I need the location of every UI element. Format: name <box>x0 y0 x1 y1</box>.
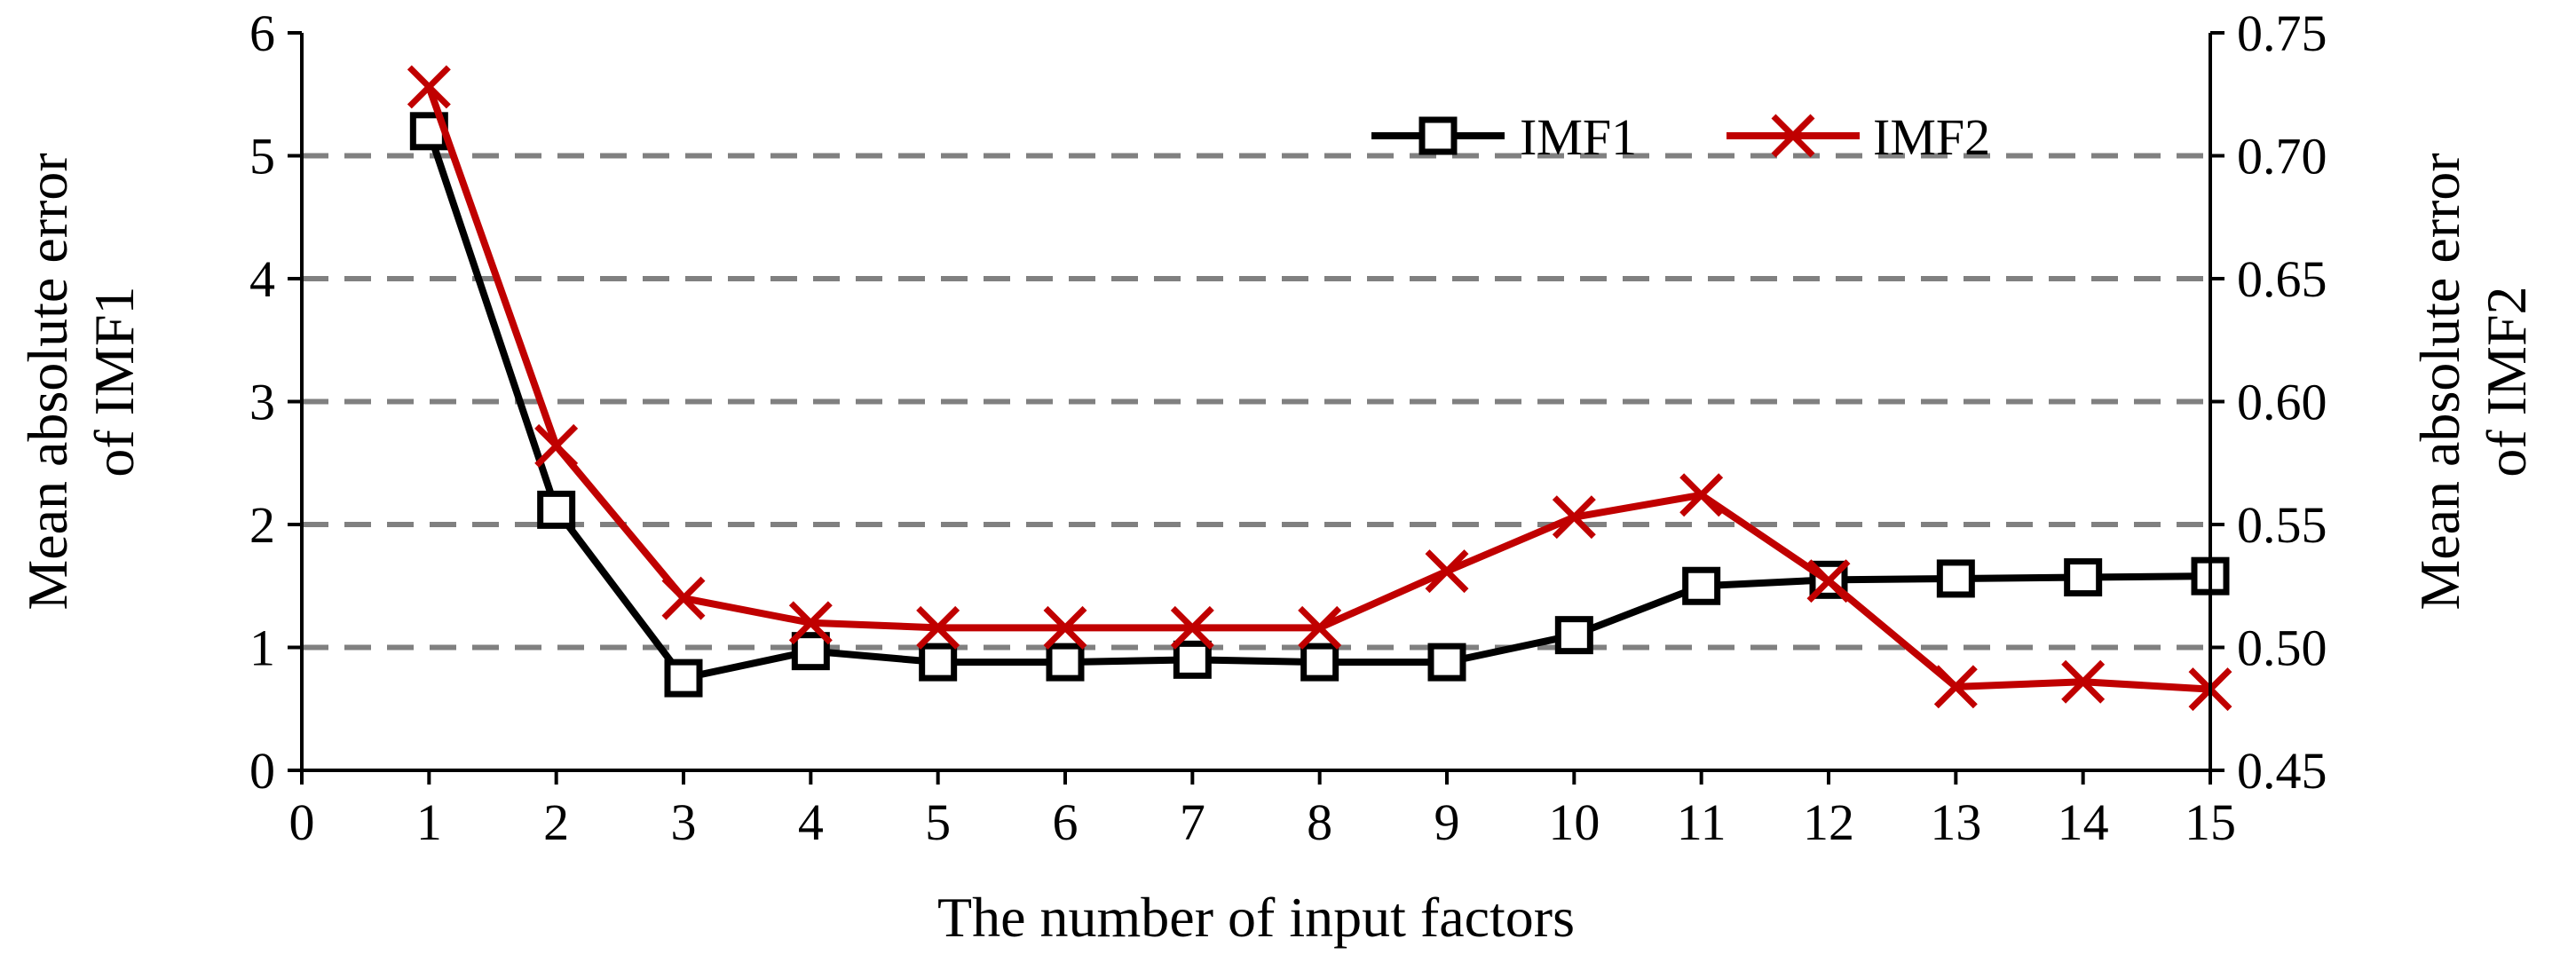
point-imf1-9 <box>1427 643 1466 682</box>
x-tick-label-10: 10 <box>1548 793 1600 851</box>
point-imf1-7 <box>1173 640 1212 679</box>
x-tick-label-0: 0 <box>289 793 315 851</box>
legend-imf1-marker <box>1418 116 1458 155</box>
x-tick-label-6: 6 <box>1053 793 1079 851</box>
x-tick-label-14: 14 <box>2058 793 2109 851</box>
x-tick-label-7: 7 <box>1180 793 1205 851</box>
x-tick-label-2: 2 <box>543 793 569 851</box>
legend-imf2-marker <box>1771 114 1815 158</box>
y-left-tick-label-3: 3 <box>249 374 275 431</box>
point-imf1-13 <box>1936 559 1975 598</box>
point-imf1-11 <box>1682 566 1721 605</box>
x-tick-label-4: 4 <box>798 793 824 851</box>
y-right-tick-label-1: 0.50 <box>2237 619 2327 677</box>
y-left-tick-label-0: 0 <box>249 742 275 800</box>
x-tick-label-9: 9 <box>1434 793 1460 851</box>
point-imf1-8 <box>1300 643 1339 682</box>
y-right-tick-label-0: 0.45 <box>2237 742 2327 800</box>
point-imf2-1 <box>407 65 451 109</box>
y-axis-left-title-line1: Mean absolute error <box>16 153 79 610</box>
point-imf1-5 <box>919 643 958 682</box>
point-imf1-6 <box>1046 643 1085 682</box>
point-imf1-14 <box>2064 558 2103 597</box>
legend-imf1-label: IMF1 <box>1520 108 1637 166</box>
legend-imf2-label: IMF2 <box>1873 108 1990 166</box>
point-imf2-7 <box>1170 605 1214 650</box>
point-imf2-2 <box>534 423 579 468</box>
point-imf1-4 <box>791 632 830 671</box>
y-right-tick-label-4: 0.65 <box>2237 250 2327 308</box>
point-imf2-8 <box>1298 605 1342 650</box>
axes <box>288 31 2224 785</box>
point-imf1-2 <box>537 490 576 529</box>
x-tick-label-3: 3 <box>671 793 697 851</box>
y-left-tick-label-4: 4 <box>249 250 275 308</box>
point-imf2-10 <box>1552 495 1596 540</box>
point-imf2-14 <box>2061 659 2106 704</box>
tick-labels: 0 1 2 3 4 5 6 7 8 9 10 11 12 13 14 1501234560.450.500.5… <box>249 4 2327 851</box>
x-tick-label-12: 12 <box>1803 793 1854 851</box>
y-left-tick-label-6: 6 <box>249 4 275 62</box>
point-imf2-3 <box>661 576 706 620</box>
series-line-imf2 <box>425 85 2211 693</box>
legend: IMF1 IMF2 <box>1371 108 1990 166</box>
y-left-tick-label-5: 5 <box>249 128 275 185</box>
y-right-tick-label-6: 0.75 <box>2237 4 2327 62</box>
series-layer <box>407 65 2232 712</box>
y-axis-right-title-line1: Mean absolute error <box>2408 153 2471 610</box>
x-tick-label-1: 1 <box>416 793 442 851</box>
x-tick-label-5: 5 <box>925 793 951 851</box>
point-imf2-6 <box>1043 605 1087 650</box>
y-left-tick-label-2: 2 <box>249 496 275 554</box>
y-right-tick-label-3: 0.60 <box>2237 374 2327 431</box>
point-imf2-4 <box>788 601 833 645</box>
y-right-tick-label-5: 0.70 <box>2237 128 2327 185</box>
gridlines <box>302 153 2210 651</box>
point-imf1-3 <box>664 659 703 698</box>
point-imf2-13 <box>1933 665 1978 709</box>
y-axis-left-title-line2: of IMF1 <box>83 286 146 477</box>
point-imf2-11 <box>1679 473 1724 517</box>
x-tick-label-11: 11 <box>1677 793 1727 851</box>
x-tick-label-8: 8 <box>1307 793 1332 851</box>
x-tick-label-13: 13 <box>1930 793 1981 851</box>
point-imf1-10 <box>1554 616 1593 655</box>
point-imf2-12 <box>1806 559 1851 603</box>
point-imf2-9 <box>1425 549 1469 594</box>
y-axis-right-title-line2: of IMF2 <box>2475 286 2538 477</box>
x-tick-label-15: 15 <box>2185 793 2236 851</box>
y-left-tick-label-1: 1 <box>249 619 275 677</box>
point-imf2-5 <box>916 605 960 650</box>
y-right-tick-label-2: 0.55 <box>2237 496 2327 554</box>
x-axis-title: The number of input factors <box>937 886 1575 949</box>
